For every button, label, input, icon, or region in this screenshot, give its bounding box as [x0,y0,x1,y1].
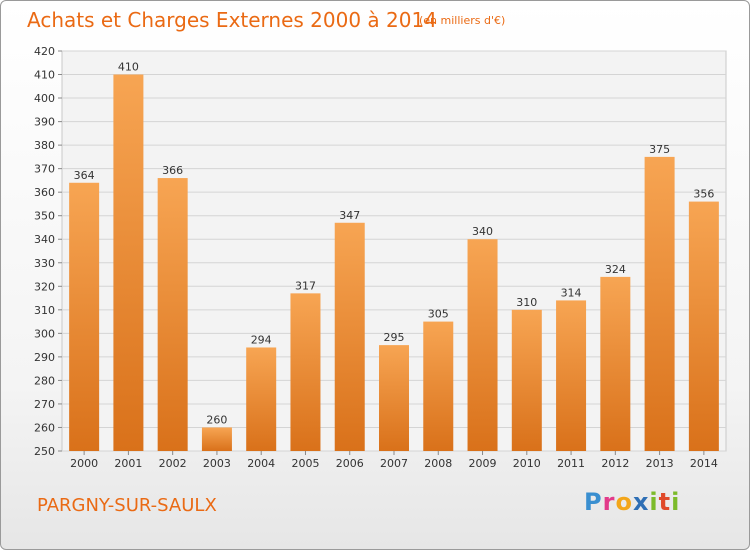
bar-value-label: 410 [118,61,139,74]
logo-letter: x [632,488,650,516]
bar-value-label: 356 [693,188,714,201]
logo-letter: i [649,488,659,516]
x-tick-label: 2011 [557,457,585,470]
x-tick-label: 2000 [70,457,98,470]
y-tick-label: 400 [34,92,55,105]
y-tick-label: 270 [34,398,55,411]
y-tick-label: 250 [34,445,55,458]
bar-value-label: 260 [206,413,227,426]
x-tick-label: 2013 [646,457,674,470]
y-tick-label: 380 [34,139,55,152]
bar-value-label: 314 [561,286,582,299]
y-tick-label: 260 [34,421,55,434]
bars: 364 410 366 260 294 317 347 295 305 340 310 314 324 3… [69,61,719,451]
bar-2014 [688,201,719,451]
x-tick-label: 2014 [690,457,718,470]
x-axis: 2000 2001 2002 2003 2004 2005 2006 2007 2008 2009… [70,451,718,470]
logo-letter: o [615,488,633,516]
y-tick-label: 330 [34,257,55,270]
bar-2003 [201,427,232,451]
x-tick-label: 2004 [247,457,275,470]
x-tick-label: 2010 [513,457,541,470]
bar-value-label: 375 [649,143,670,156]
logo-letter: t [658,488,672,516]
bar-2007 [379,345,409,451]
x-tick-label: 2012 [601,457,629,470]
y-tick-label: 320 [34,280,55,293]
bar-value-label: 347 [339,209,360,222]
bar-2010 [511,309,542,451]
bar-value-label: 366 [162,164,183,177]
bar-2008 [423,321,454,451]
bar-2013 [644,156,675,451]
bar-2011 [556,300,587,451]
x-tick-label: 2008 [424,457,452,470]
chart-subtitle: (en milliers d'€) [419,14,506,27]
y-tick-label: 280 [34,374,55,387]
y-tick-label: 350 [34,210,55,223]
x-tick-label: 2002 [159,457,187,470]
bar-value-label: 305 [428,308,449,321]
y-tick-label: 370 [34,163,55,176]
logo-letter: r [602,488,616,516]
bar-2002 [157,178,188,451]
y-tick-label: 420 [34,45,55,58]
bar-2009 [467,239,498,451]
y-tick-label: 300 [34,327,55,340]
y-tick-label: 410 [34,69,55,82]
proxiti-logo: Proxiti [584,488,680,516]
logo-letter: i [671,488,681,516]
x-tick-label: 2003 [203,457,231,470]
bar-value-label: 295 [384,331,405,344]
x-tick-label: 2001 [114,457,142,470]
y-tick-label: 290 [34,351,55,364]
y-tick-label: 360 [34,186,55,199]
bar-2006 [334,222,365,451]
x-tick-label: 2007 [380,457,408,470]
bar-value-label: 310 [516,296,537,309]
x-tick-label: 2006 [336,457,364,470]
y-tick-label: 340 [34,233,55,246]
chart-title: Achats et Charges Externes 2000 à 2014 [27,8,437,32]
logo-letter: P [584,488,603,516]
bar-value-label: 364 [74,169,95,182]
bar-2001 [113,74,144,451]
bar-2004 [246,347,277,451]
y-tick-label: 310 [34,304,55,317]
commune-name: PARGNY-SUR-SAULX [37,495,217,516]
bar-2012 [600,276,631,451]
bar-value-label: 294 [251,333,272,346]
bar-2000 [69,182,100,451]
bar-value-label: 340 [472,225,493,238]
y-axis: 250 260 270 280 290 300 310 320 330 340 350 360 370 3… [34,45,62,458]
x-tick-label: 2005 [291,457,319,470]
bar-value-label: 317 [295,279,316,292]
bar-value-label: 324 [605,263,626,276]
x-tick-label: 2009 [469,457,497,470]
bar-2005 [290,293,321,451]
y-tick-label: 390 [34,116,55,129]
